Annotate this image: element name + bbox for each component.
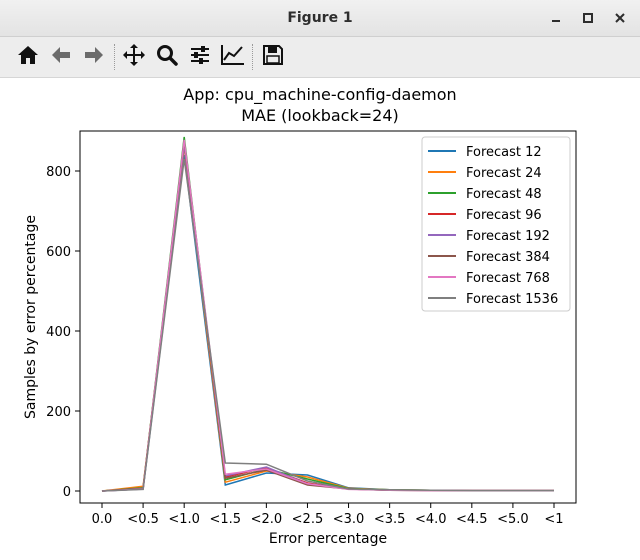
x-tick-label: <4.0 [415, 512, 447, 527]
magnifier-icon [155, 43, 179, 71]
back-button[interactable] [47, 43, 75, 71]
line-chart: App: cpu_machine-config-daemon MAE (look… [23, 85, 577, 547]
arrow-left-icon [49, 43, 73, 71]
series-lines [101, 136, 554, 492]
series-line-forecast-1536 [101, 158, 554, 492]
y-tick-label: 800 [46, 165, 71, 180]
x-tick-label: <3.0 [333, 512, 365, 527]
y-tick-label: 0 [63, 485, 71, 500]
forward-button[interactable] [80, 43, 108, 71]
legend-label: Forecast 96 [466, 208, 542, 223]
arrow-right-icon [82, 43, 106, 71]
legend-box [421, 136, 571, 312]
home-button[interactable] [14, 43, 42, 71]
pan-button[interactable] [120, 43, 148, 71]
window-title: Figure 1 [287, 10, 353, 26]
x-tick-label: <1.0 [168, 512, 200, 527]
legend: Forecast 12 Forecast 24 Forecast 48 Forecas… [421, 136, 571, 312]
y-tick-label: 200 [46, 405, 71, 420]
y-tick-label: 600 [46, 245, 71, 260]
x-tick-label: <4.5 [456, 512, 488, 527]
x-tick-label: <2.0 [251, 512, 283, 527]
home-icon [16, 43, 40, 71]
legend-label: Forecast 768 [466, 271, 550, 286]
x-axis-label: Error percentage [269, 531, 387, 547]
zoom-button[interactable] [153, 43, 181, 71]
configure-subplots-button[interactable] [186, 43, 214, 71]
close-icon [614, 9, 626, 28]
x-tick-label: <2.5 [292, 512, 324, 527]
x-tick-label: <1.5 [209, 512, 241, 527]
legend-label: Forecast 1536 [466, 292, 558, 307]
save-button[interactable] [259, 43, 287, 71]
y-tick-label: 400 [46, 325, 71, 340]
figure-canvas[interactable]: App: cpu_machine-config-daemon MAE (look… [0, 78, 640, 556]
chart-title: App: cpu_machine-config-daemon [183, 85, 456, 105]
x-tick-label: 0.0 [92, 512, 113, 527]
y-axis-label: Samples by error percentage [23, 215, 39, 419]
x-tick-label: <5.0 [497, 512, 529, 527]
move-icon [122, 43, 146, 71]
maximize-icon [582, 9, 594, 28]
legend-label: Forecast 48 [466, 187, 542, 202]
toolbar-separator [252, 44, 254, 70]
minimize-button[interactable] [546, 8, 566, 28]
legend-label: Forecast 384 [466, 250, 550, 265]
toolbar-separator [114, 44, 116, 70]
close-button[interactable] [610, 8, 630, 28]
legend-label: Forecast 12 [466, 145, 542, 160]
line-chart-icon [220, 43, 246, 71]
floppy-disk-icon [261, 43, 285, 71]
toolbar [0, 37, 640, 78]
x-tick-label: <3.5 [374, 512, 406, 527]
axes: 0.0 <0.5 <1.0 <1.5 <2.0 <2.5 <3.0 <3.5 <4.0 <4.5 <… [46, 165, 563, 527]
sliders-icon [188, 43, 212, 71]
minimize-icon [550, 9, 562, 28]
legend-label: Forecast 192 [466, 229, 550, 244]
chart-subtitle: MAE (lookback=24) [241, 106, 399, 125]
x-tick-label: <0.5 [127, 512, 159, 527]
x-tick-label: <1 [544, 512, 563, 527]
title-bar: Figure 1 [0, 0, 640, 37]
legend-label: Forecast 24 [466, 166, 542, 181]
edit-axes-button[interactable] [219, 43, 247, 71]
maximize-button[interactable] [578, 8, 598, 28]
